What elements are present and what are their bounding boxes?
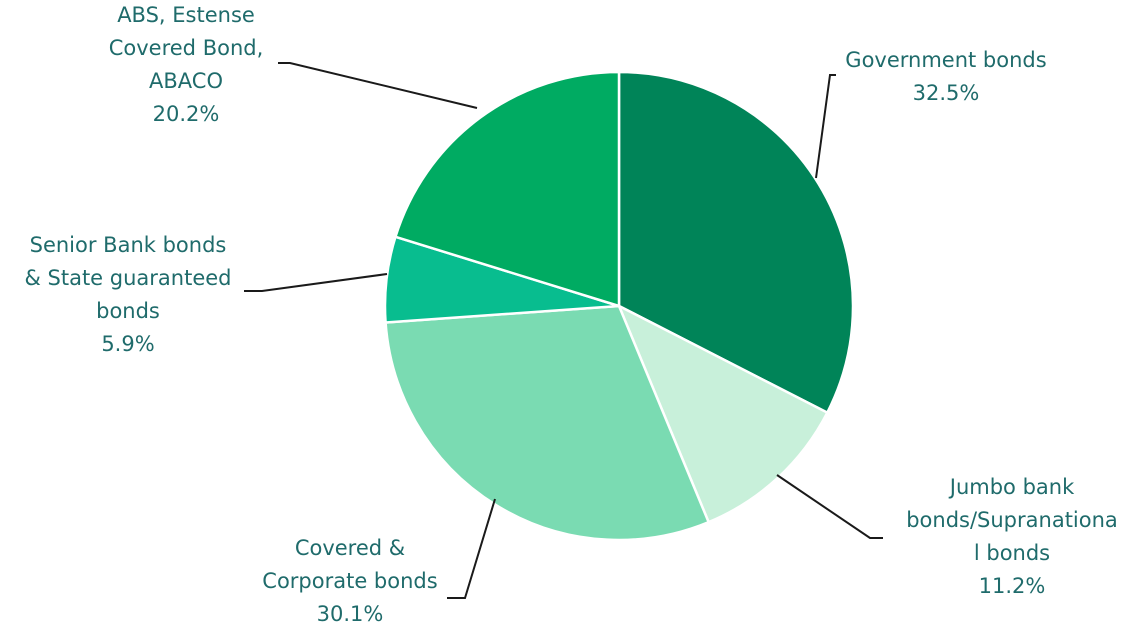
slice-value-label: 20.2% [153, 102, 220, 126]
slice-value-label: 5.9% [101, 332, 154, 356]
slice-name-line: bonds/Supranationa [906, 508, 1118, 532]
slice-label: Covered & Corporate bonds 30.1% [262, 536, 437, 626]
slice-label: Government bonds 32.5% [845, 48, 1046, 105]
leader-lines [244, 62, 883, 599]
leader-line [244, 273, 388, 292]
pie-slice [393, 70, 621, 308]
slice-name-line: l bonds [974, 541, 1050, 565]
slice-name-line: & State guaranteed [24, 266, 231, 290]
slice-value-label: 11.2% [979, 574, 1046, 598]
slice-name-line: ABS, Estense [117, 3, 255, 27]
slice-name-line: Covered Bond, [109, 36, 264, 60]
pie-slice [616, 303, 829, 524]
slice-value-label: 30.1% [317, 602, 384, 626]
pie-slices [383, 70, 855, 542]
slice-name-line: Senior Bank bonds [30, 233, 227, 257]
slice-name-line: bonds [96, 299, 160, 323]
slice-name-line: Covered & [295, 536, 405, 560]
pie-slice [617, 70, 855, 415]
slice-label: Jumbo bank bonds/Supranationa l bonds 11.2% [906, 475, 1118, 598]
slice-labels: Government bonds 32.5% Jumbo bank bonds/Sup… [24, 3, 1117, 626]
slice-value-label: 32.5% [913, 81, 980, 105]
leader-line [815, 74, 836, 179]
leader-line [278, 62, 478, 109]
slice-name-line: Government bonds [845, 48, 1046, 72]
slice-name-line: Corporate bonds [262, 569, 437, 593]
slice-label: Senior Bank bonds & State guaranteed bonds… [24, 233, 231, 356]
slice-label: ABS, Estense Covered Bond, ABACO 20.2% [109, 3, 264, 126]
slice-name-line: Jumbo bank [948, 475, 1075, 499]
pie-slice [384, 304, 711, 542]
leader-line [447, 498, 496, 599]
leader-line [776, 474, 883, 539]
slice-name-line: ABACO [149, 69, 223, 93]
